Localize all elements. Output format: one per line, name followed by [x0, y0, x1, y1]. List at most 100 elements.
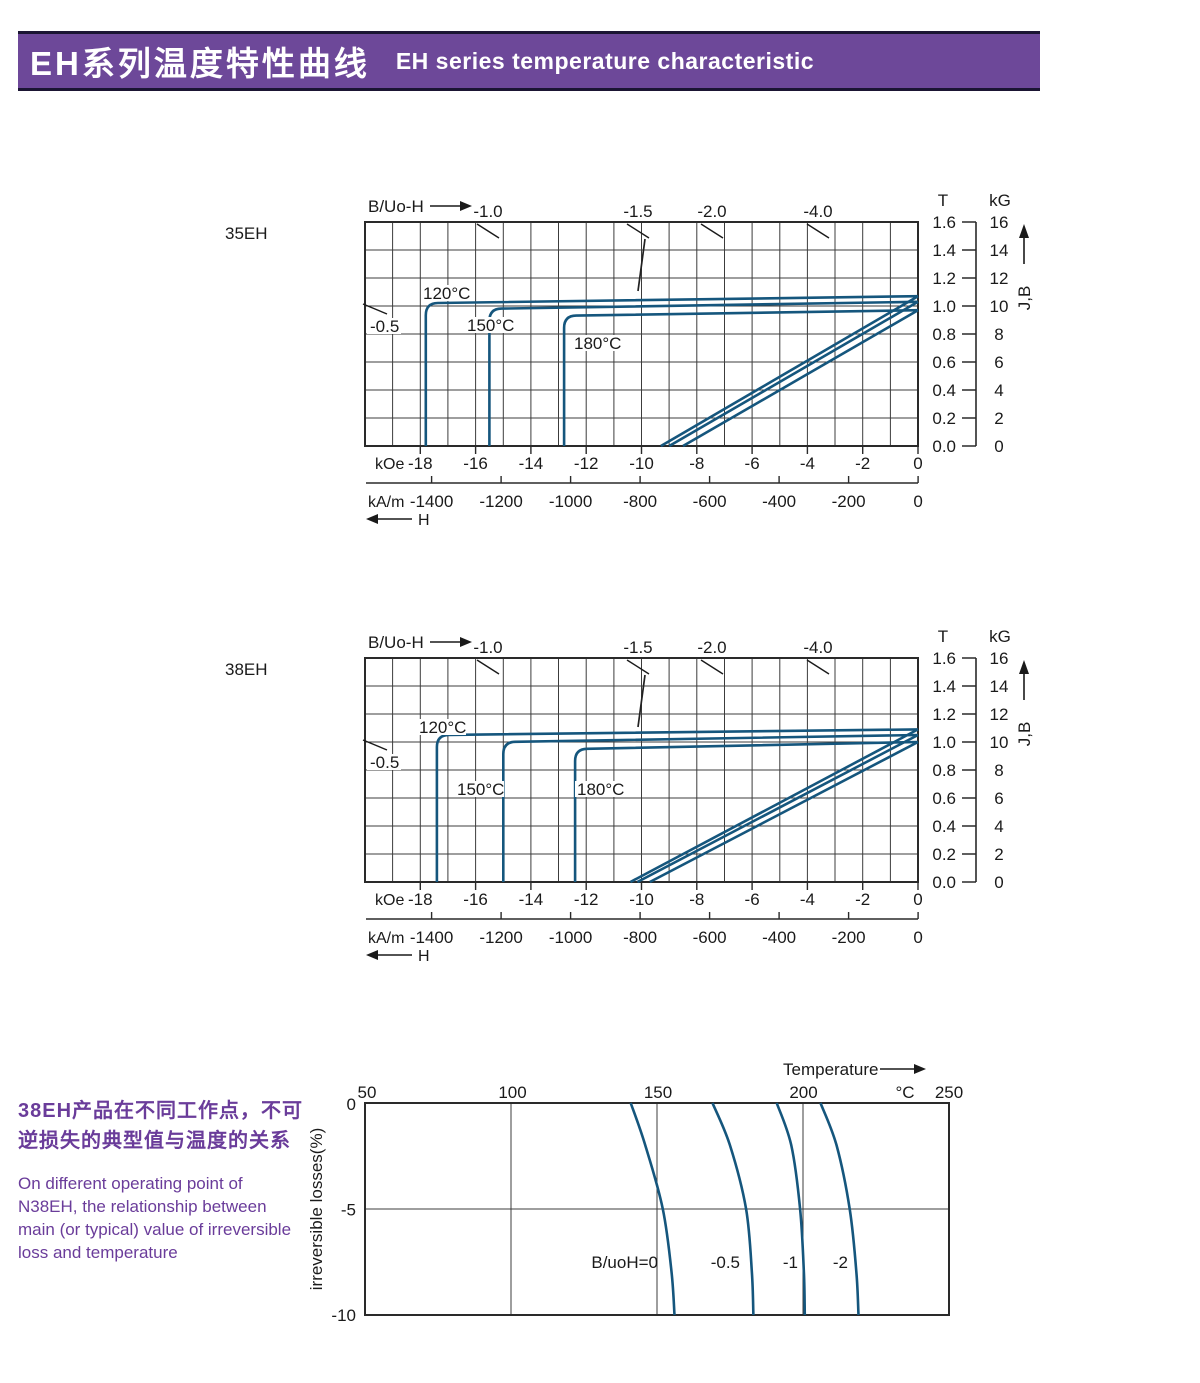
- tick-label: -1400: [410, 492, 453, 511]
- chart1-loadline-0.5: -0.5: [370, 317, 399, 336]
- chart2-t-ticks: [962, 657, 976, 883]
- chart2-title: 38EH: [225, 660, 268, 679]
- tick-label: -14: [519, 890, 544, 909]
- chart1-label-bg: [572, 335, 621, 351]
- tick-label: -18: [408, 890, 433, 909]
- curve-b-180°c: [649, 740, 919, 884]
- chart2-jb-arrowhead-icon: [1019, 660, 1029, 674]
- chart2-label-bg: [575, 781, 624, 797]
- tick-label: 1.6: [932, 213, 956, 232]
- chart1-gridlines: [365, 222, 918, 446]
- grid-lines: [365, 1103, 949, 1315]
- tick-label: -200: [832, 492, 866, 511]
- tick-label: -600: [693, 928, 727, 947]
- tick-label: -400: [762, 492, 796, 511]
- tick-label: 2: [994, 409, 1003, 428]
- tick-label: -4: [800, 890, 815, 909]
- chart2-loadline-segment: [637, 674, 646, 728]
- tick-label: 16: [990, 213, 1009, 232]
- chart1-koe-labels: -18 -16 -14 -12 -10 -8 -6 -4 -2 0: [408, 454, 923, 473]
- tick-label: 14: [990, 677, 1009, 696]
- tick-label: 4: [994, 381, 1003, 400]
- tick-label: 8: [994, 761, 1003, 780]
- loss-chart: Temperature 50 100 150 200 250 °C 0 -5 -10 irr…: [307, 1060, 963, 1325]
- page-title-en: EH series temperature characteristic: [395, 47, 814, 74]
- chart1-label-bg: [367, 318, 401, 334]
- tick-label: 10: [990, 733, 1009, 752]
- chart2-loadline-tick: [476, 659, 500, 675]
- chart1-loadline-1.0: -1.0: [473, 202, 502, 221]
- chart2-curve-label-150: 150°C: [457, 780, 504, 799]
- tick-marks: [419, 882, 919, 890]
- header-banner: EH系列温度特性曲线 EH series temperature charact…: [18, 31, 1040, 91]
- tick-label: 0.0: [932, 437, 956, 456]
- chart2-loadline-1.0: -1.0: [473, 638, 502, 657]
- tick-label: 0.2: [932, 845, 956, 864]
- tick-label: 1.4: [932, 241, 956, 260]
- tick-label: 2: [994, 845, 1003, 864]
- tick-label: 0: [913, 890, 922, 909]
- tick-label: -8: [689, 890, 704, 909]
- tick-label: 12: [990, 269, 1009, 288]
- curve-b-120°c: [660, 295, 919, 448]
- tick-label: 50: [358, 1083, 377, 1102]
- chart1-buoh-arrowhead-icon: [460, 201, 472, 211]
- tick-label: -400: [762, 928, 796, 947]
- chart2-kam-labels: -1400 -1200 -1000 -800 -600 -400 -200 0: [410, 928, 923, 947]
- curve-b-150°c: [668, 300, 919, 448]
- chart2-kg-unit: kG: [989, 627, 1011, 646]
- note-en-line4: loss and temperature: [18, 1243, 178, 1262]
- tick-label: 12: [990, 705, 1009, 724]
- note-en-line1: On different operating point of: [18, 1174, 243, 1193]
- tick-label: 1.0: [932, 297, 956, 316]
- chart2-h-arrowhead-icon: [366, 950, 378, 960]
- tick-label: -14: [519, 454, 544, 473]
- tick-label: -600: [693, 492, 727, 511]
- tick-label: 14: [990, 241, 1009, 260]
- tick-label: -1400: [410, 928, 453, 947]
- tick-label: 0.2: [932, 409, 956, 428]
- tick-label: 150: [644, 1083, 672, 1102]
- chart2-t-unit: T: [938, 627, 948, 646]
- tick-marks: [430, 912, 919, 919]
- tick-label: 10: [990, 297, 1009, 316]
- chart3-degc-unit: °C: [895, 1083, 914, 1102]
- tick-label: 0: [913, 928, 922, 947]
- tick-label: 8: [994, 325, 1003, 344]
- tick-label: 0: [913, 454, 922, 473]
- tick-label: -6: [745, 454, 760, 473]
- tick-label: 0.8: [932, 761, 956, 780]
- chart1-loadline-tick: [700, 223, 724, 239]
- chart3-temperature-label: Temperature: [783, 1060, 878, 1079]
- tick-label: -12: [574, 454, 599, 473]
- page-title-zh: EH系列温度特性曲线: [30, 45, 370, 82]
- chart1-loadline-segment: [637, 238, 646, 292]
- tick-label: 200: [789, 1083, 817, 1102]
- tick-marks: [419, 446, 919, 454]
- tick-marks: [962, 657, 976, 883]
- tick-label: -800: [623, 928, 657, 947]
- note-en-line3: main (or typical) value of irreversible: [18, 1220, 292, 1239]
- chart1-loadline-tick: [806, 223, 830, 239]
- curve-b/uoh=0: [629, 1102, 676, 1316]
- chart1-jb-label: J,B: [1015, 286, 1034, 311]
- note-zh-line2: 逆损失的典型值与温度的关系: [18, 1130, 291, 1152]
- curve-j-120°c: [424, 294, 919, 446]
- chart1-curve-label-120: 120°C: [423, 284, 470, 303]
- tick-label: -10: [629, 454, 654, 473]
- chart3-curve-label-0: B/uoH=0: [591, 1253, 658, 1272]
- chart1-loadline-tick: [476, 223, 500, 239]
- chart1-koe-ticks: [419, 446, 919, 454]
- chart1-buoh-label: B/Uo-H: [368, 197, 424, 216]
- chart1-kg-labels: 16 14 12 10 8 6 4 2 0: [990, 213, 1009, 456]
- curve-j-180°c: [573, 740, 919, 882]
- tick-label: -1200: [479, 928, 522, 947]
- curve-j-150°c: [502, 733, 919, 882]
- chart3-x-labels: 50 100 150 200 250: [358, 1083, 964, 1102]
- chart2-curve-label-180: 180°C: [577, 780, 624, 799]
- tick-label: -1200: [479, 492, 522, 511]
- chart2-buoh-label: B/Uo-H: [368, 633, 424, 652]
- tick-label: 4: [994, 817, 1003, 836]
- chart2-koe-ticks: [419, 882, 919, 890]
- curve-b-180°c: [682, 309, 919, 448]
